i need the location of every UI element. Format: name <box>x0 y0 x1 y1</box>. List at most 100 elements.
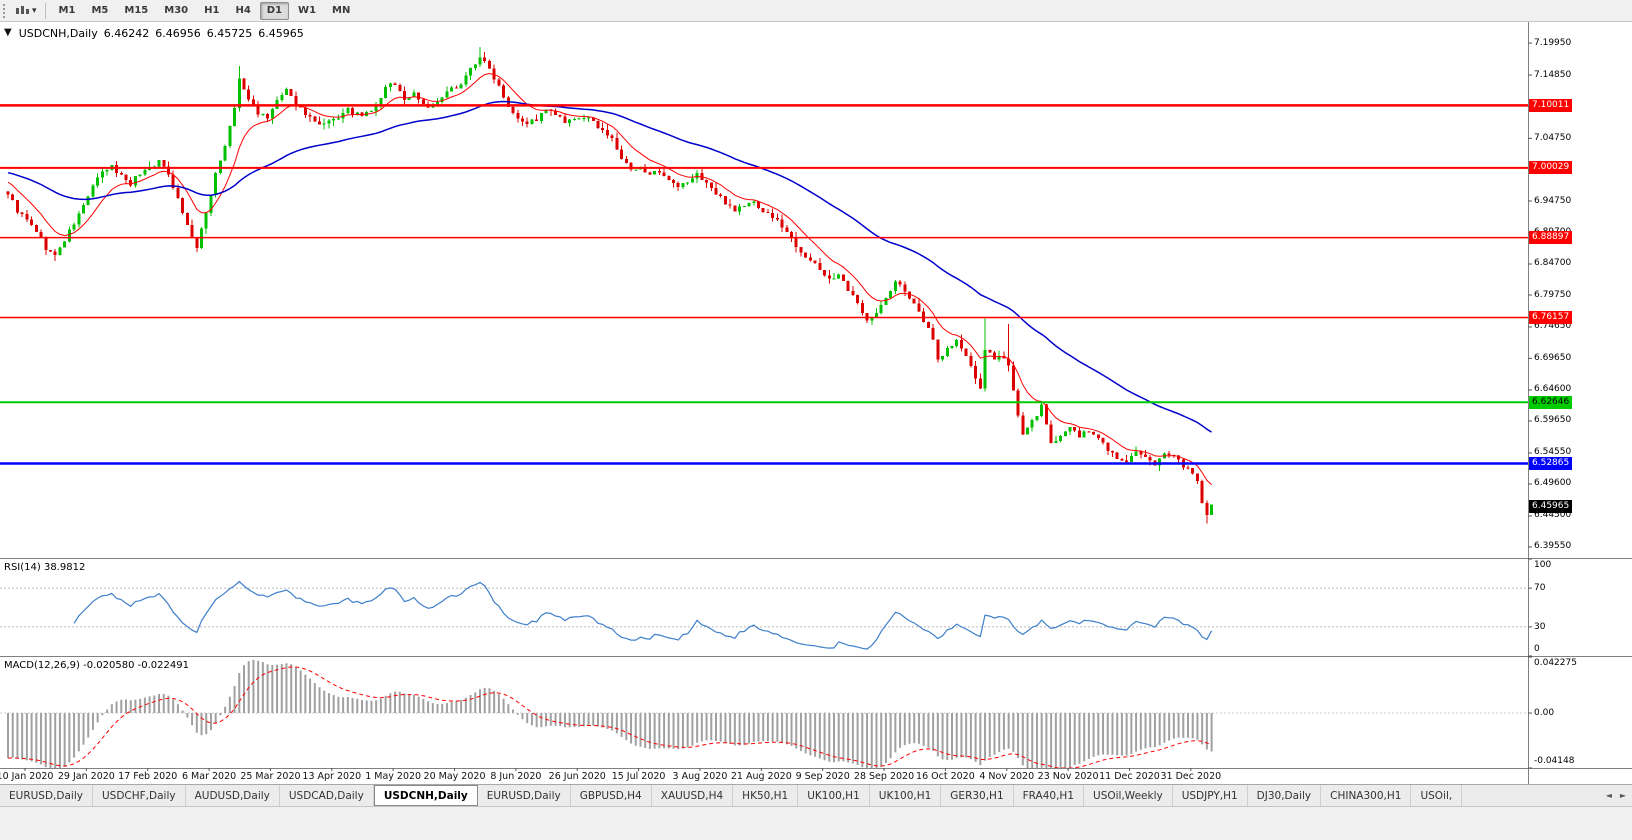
rsi-indicator-label: RSI(14) 38.9812 <box>4 562 86 573</box>
price-axis-label: 6.49600 <box>1534 478 1572 489</box>
ohlc-low: 6.45725 <box>206 27 253 40</box>
tab-scroll-arrows: ◄ ► <box>1599 785 1632 806</box>
price-axis-label: 7.14850 <box>1534 69 1572 80</box>
timeframe-button-m30[interactable]: M30 <box>164 4 189 16</box>
date-axis-label: 28 Sep 2020 <box>853 771 915 782</box>
timeframe-button-h4[interactable]: H4 <box>235 4 251 16</box>
price-axis-label: 6.74650 <box>1534 321 1572 332</box>
ma-slow-line <box>7 100 1212 433</box>
date-axis-label: 3 Aug 2020 <box>672 771 728 782</box>
chart-tab-usdjpy-h1[interactable]: USDJPY,H1 <box>1173 785 1248 806</box>
ma-fast-line <box>7 72 1212 486</box>
ohlc-high: 6.46956 <box>155 27 201 40</box>
price-axis-label: 7.04750 <box>1534 132 1572 143</box>
date-axis-label: 25 Mar 2020 <box>240 771 301 782</box>
timeframe-button-d1[interactable]: D1 <box>259 1 290 20</box>
chart-window-icon[interactable] <box>13 3 32 18</box>
timeframe-button-m1[interactable]: M1 <box>58 4 76 16</box>
price-axis-label: 6.69650 <box>1534 352 1572 363</box>
macd-axis-label: 0.00 <box>1534 708 1555 719</box>
timeframe-button-m5[interactable]: M5 <box>91 4 109 16</box>
timeframe-buttons: M1 M5 M15 M30 H1 H4 D1 W1 MN <box>51 1 359 20</box>
date-axis-label: 13 Apr 2020 <box>302 771 362 782</box>
price-axis-label: 6.79750 <box>1534 289 1572 300</box>
date-axis-label: 15 Jul 2020 <box>611 771 666 782</box>
chart-tab-eurusd-daily[interactable]: EURUSD,Daily <box>478 785 571 806</box>
chart-tab-ger30-h1[interactable]: GER30,H1 <box>941 785 1014 806</box>
price-axis-label: 7.19950 <box>1534 37 1572 48</box>
date-axis-label: 29 Jan 2020 <box>57 771 115 782</box>
chart-tab-xauusd-h4[interactable]: XAUUSD,H4 <box>652 785 734 806</box>
chart-tab-gbpusd-h4[interactable]: GBPUSD,H4 <box>571 785 652 806</box>
level-price-tag[interactable]: 6.88897 <box>1529 231 1573 245</box>
timeframe-button-h1[interactable]: H1 <box>204 4 220 16</box>
price-axis-label: 6.94750 <box>1534 195 1572 206</box>
date-axis-label: 21 Aug 2020 <box>730 771 792 782</box>
rsi-axis-label: 100 <box>1534 560 1552 570</box>
timeframe-button-mn[interactable]: MN <box>332 4 351 16</box>
ohlc-close: 6.45965 <box>258 27 304 40</box>
price-axis-label: 6.39550 <box>1534 541 1572 552</box>
date-axis-label: 8 Jun 2020 <box>490 771 542 782</box>
timeframe-toolbar: ▾ M1 M5 M15 M30 H1 H4 D1 W1 MN <box>0 0 1632 22</box>
macd-axis-label: -0.04148 <box>1534 756 1575 766</box>
chart-tab-usdchf-daily[interactable]: USDCHF,Daily <box>93 785 186 806</box>
chart-tabs: EURUSD,Daily USDCHF,Daily AUDUSD,Daily USDC… <box>0 785 1600 806</box>
date-axis-label: 23 Nov 2020 <box>1037 771 1099 782</box>
chart-tab-bar: EURUSD,Daily USDCHF,Daily AUDUSD,Daily USDC… <box>0 784 1632 806</box>
rsi-axis-label: 70 <box>1534 583 1546 594</box>
date-axis-label: 11 Dec 2020 <box>1099 771 1160 782</box>
chart-tab-audusd-daily[interactable]: AUDUSD,Daily <box>186 785 280 806</box>
chart-tab-china300-h1[interactable]: CHINA300,H1 <box>1321 785 1412 806</box>
timeframe-button-w1[interactable]: W1 <box>298 4 317 16</box>
date-axis-label: 31 Dec 2020 <box>1160 771 1222 782</box>
chart-tab-hk50-h1[interactable]: HK50,H1 <box>733 785 799 806</box>
price-axis-label: 6.64600 <box>1534 384 1572 395</box>
timeframe-button-m15[interactable]: M15 <box>124 4 149 16</box>
chart-tab-usdcnh-daily[interactable]: USDCNH,Daily <box>373 785 478 806</box>
date-axis-label: 10 Jan 2020 <box>0 771 54 782</box>
chart-tab-uk100-h1[interactable]: UK100,H1 <box>870 785 942 806</box>
macd-axis-label: 0.042275 <box>1534 658 1577 668</box>
tab-scroll-left-icon[interactable]: ◄ <box>1605 791 1612 800</box>
level-price-tag[interactable]: 6.52865 <box>1529 457 1573 471</box>
price-axis-label: 6.54550 <box>1534 447 1572 458</box>
chart-tab-usoil-weekly[interactable]: USOil,Weekly <box>1084 785 1173 806</box>
level-price-tag[interactable]: 7.00029 <box>1529 161 1573 175</box>
date-axis-label: 26 Jun 2020 <box>548 771 606 782</box>
date-axis-label: 1 May 2020 <box>365 771 422 782</box>
current-price-tag: 6.45965 <box>1529 500 1573 514</box>
date-axis-label: 9 Sep 2020 <box>795 771 850 782</box>
level-price-tag[interactable]: 6.76157 <box>1529 311 1573 325</box>
macd-signal-line <box>7 666 1212 769</box>
rsi-axis-label: 0 <box>1534 644 1540 654</box>
date-axis-label: 6 Mar 2020 <box>181 771 237 782</box>
chart-tab-usdcad-daily[interactable]: USDCAD,Daily <box>280 785 374 806</box>
chart-tab-eurusd-daily[interactable]: EURUSD,Daily <box>0 785 93 806</box>
date-axis-label: 4 Nov 2020 <box>979 771 1035 782</box>
chart-tab-uk100-h1[interactable]: UK100,H1 <box>798 785 870 806</box>
price-axis-label: 6.59650 <box>1534 415 1572 426</box>
macd-histogram <box>7 659 1213 768</box>
rsi-line <box>73 580 1213 650</box>
level-price-tag[interactable]: 6.62646 <box>1529 395 1573 409</box>
chart-title: ▼ USDCNH,Daily 6.46242 6.46956 6.45725 6… <box>4 27 304 40</box>
dropdown-arrow-icon[interactable]: ▾ <box>32 5 37 16</box>
toolbar-separator <box>44 2 46 19</box>
one-click-trading-toggle[interactable]: ▼ <box>4 27 12 38</box>
date-axis-label: 20 May 2020 <box>423 771 486 782</box>
level-price-tag[interactable]: 7.10011 <box>1529 98 1573 112</box>
date-axis-label: 16 Oct 2020 <box>916 771 975 782</box>
chart-tab-fra40-h1[interactable]: FRA40,H1 <box>1014 785 1085 806</box>
tab-scroll-right-icon[interactable]: ► <box>1619 791 1626 800</box>
chart-tab-usoil[interactable]: USOil, <box>1411 785 1463 806</box>
date-axis-label: 17 Feb 2020 <box>118 771 178 782</box>
price-axis-label: 6.44500 <box>1534 510 1572 521</box>
toolbar-grip[interactable] <box>3 3 9 18</box>
ohlc-open: 6.46242 <box>103 27 150 40</box>
mini-chart-icon <box>16 6 29 14</box>
chart-tab-dj30-daily[interactable]: DJ30,Daily <box>1248 785 1322 806</box>
